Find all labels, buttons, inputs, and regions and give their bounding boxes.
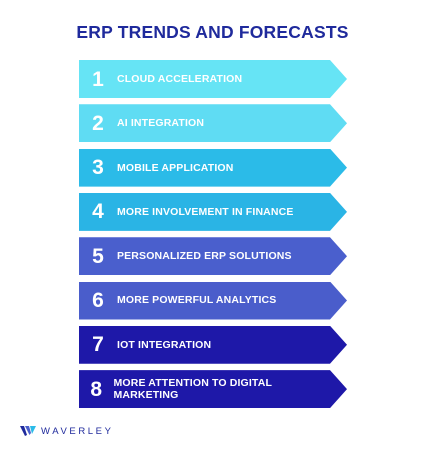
trend-label: IOT INTEGRATION <box>117 338 212 351</box>
trend-number: 4 <box>92 200 104 224</box>
trend-label: AI INTEGRATION <box>117 117 205 130</box>
trend-item-6: 6 MORE POWERFUL ANALYTICS <box>79 281 347 320</box>
trend-item-5: 5 PERSONALIZED ERP SOLUTIONS <box>79 237 347 276</box>
trend-number: 1 <box>92 67 104 91</box>
trend-item-1: 1 CLOUD ACCELERATION <box>79 60 347 98</box>
trend-item-4: 4 MORE INVOLVEMENT IN FINANCE <box>79 192 347 231</box>
trend-label: MORE POWERFUL ANALYTICS <box>117 294 277 307</box>
trend-number: 3 <box>92 156 104 180</box>
trend-number: 2 <box>92 111 104 135</box>
waverley-logo: WAVERLEY <box>20 425 114 437</box>
page-title: ERP TRENDS AND FORECASTS <box>76 22 349 42</box>
trend-number: 5 <box>92 244 104 268</box>
trend-item-8: 8 MORE ATTENTION TO DIGITAL MARKETING <box>79 370 347 409</box>
trend-number: 8 <box>90 377 103 401</box>
trend-number: 6 <box>92 289 104 312</box>
trend-number: 7 <box>92 333 104 357</box>
trend-label: MOBILE APPLICATION <box>117 161 234 174</box>
trend-label: MORE ATTENTION TO DIGITAL MARKETING <box>113 377 272 402</box>
logo-wordmark: WAVERLEY <box>41 425 114 437</box>
trend-label: CLOUD ACCELERATION <box>117 72 243 85</box>
trend-item-3: 3 MOBILE APPLICATION <box>79 148 347 187</box>
waverley-logo-icon <box>20 425 36 437</box>
trend-item-7: 7 IOT INTEGRATION <box>79 325 347 364</box>
trend-label: MORE INVOLVEMENT IN FINANCE <box>117 205 294 218</box>
trend-item-2: 2 AI INTEGRATION <box>79 104 347 143</box>
trend-label: PERSONALIZED ERP SOLUTIONS <box>117 250 292 263</box>
